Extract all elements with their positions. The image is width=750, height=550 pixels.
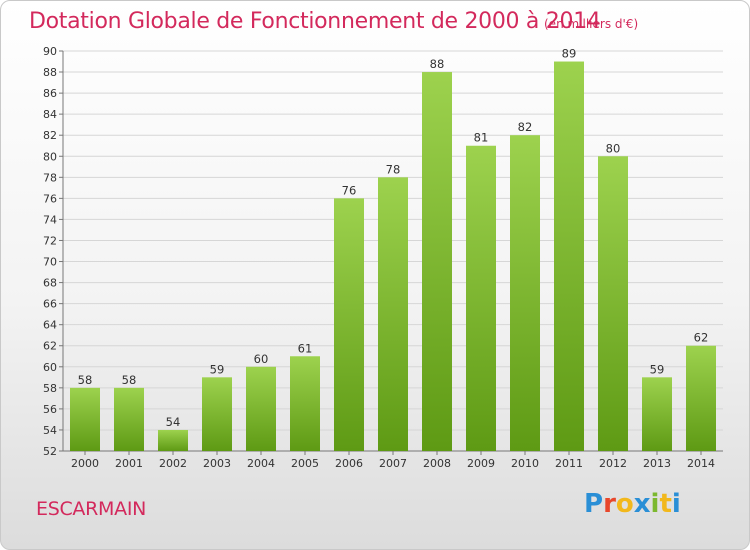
x-tick-label-2009: 2009 xyxy=(467,457,495,470)
data-label-2012: 80 xyxy=(606,141,621,155)
logo-letter: i xyxy=(650,489,660,519)
proxiti-logo[interactable]: Proxiti xyxy=(584,489,681,519)
y-tick-label-54: 54 xyxy=(43,424,57,437)
x-tick-label-2002: 2002 xyxy=(159,457,187,470)
logo-letter: P xyxy=(584,489,604,519)
y-tick-label-64: 64 xyxy=(43,319,57,332)
data-label-2002: 54 xyxy=(166,415,181,429)
x-tick-label-2014: 2014 xyxy=(687,457,715,470)
data-labels: 58 58 54 59 60 61 76 78 88 81 82 89 80 59 62 xyxy=(78,47,709,429)
y-tick-label-60: 60 xyxy=(43,361,57,374)
logo-letter: x xyxy=(633,489,651,519)
data-label-2010: 82 xyxy=(518,120,533,134)
logo-letter: t xyxy=(659,489,672,519)
bar-2006 xyxy=(334,198,364,451)
bar-2010 xyxy=(510,135,540,452)
bars xyxy=(70,61,716,452)
y-tick-label-90: 90 xyxy=(43,45,57,58)
y-tick-label-74: 74 xyxy=(43,213,57,226)
bar-2009 xyxy=(466,145,496,451)
y-tick-label-68: 68 xyxy=(43,277,57,290)
logo-letter: i xyxy=(671,489,681,519)
y-tick-label-56: 56 xyxy=(43,403,57,416)
bar-2000 xyxy=(70,387,100,451)
data-label-2007: 78 xyxy=(386,162,401,176)
bar-2012 xyxy=(598,156,628,451)
x-tick-label-2012: 2012 xyxy=(599,457,627,470)
y-tick-label-88: 88 xyxy=(43,66,57,79)
bar-2004 xyxy=(246,366,276,451)
y-tick-label-80: 80 xyxy=(43,150,57,163)
x-tick-label-2006: 2006 xyxy=(335,457,363,470)
x-tick-label-2010: 2010 xyxy=(511,457,539,470)
bar-2002 xyxy=(158,429,188,451)
place-name: ESCARMAIN xyxy=(36,498,147,520)
y-tick-label-82: 82 xyxy=(43,129,57,142)
y-tick-label-70: 70 xyxy=(43,256,57,269)
bar-2007 xyxy=(378,177,408,451)
x-tick-label-2000: 2000 xyxy=(71,457,99,470)
data-label-2005: 61 xyxy=(298,341,313,355)
data-label-2009: 81 xyxy=(474,131,489,145)
x-tick-label-2001: 2001 xyxy=(115,457,143,470)
chart-title: Dotation Globale de Fonctionnement de 20… xyxy=(29,9,601,34)
x-tick-label-2013: 2013 xyxy=(643,457,671,470)
bar-2001 xyxy=(114,387,144,451)
data-label-2011: 89 xyxy=(562,47,577,61)
x-tick-label-2003: 2003 xyxy=(203,457,231,470)
data-label-2006: 76 xyxy=(342,183,357,197)
logo-letter: o xyxy=(615,489,634,519)
logo-letter: r xyxy=(603,489,616,519)
y-tick-label-66: 66 xyxy=(43,298,57,311)
x-tick-label-2007: 2007 xyxy=(379,457,407,470)
data-label-2014: 62 xyxy=(694,331,709,345)
x-tick-labels: 2000 2001 2002 2003 2004 2005 2006 2007 2008 2009… xyxy=(71,457,715,470)
data-label-2001: 58 xyxy=(122,373,137,387)
y-tick-label-76: 76 xyxy=(43,192,57,205)
chart-subtitle: (en milliers d'€) xyxy=(544,17,639,31)
y-tick-label-84: 84 xyxy=(43,108,57,121)
x-tick-label-2004: 2004 xyxy=(247,457,275,470)
data-label-2013: 59 xyxy=(650,362,665,376)
y-tick-label-72: 72 xyxy=(43,234,57,247)
x-tick-label-2008: 2008 xyxy=(423,457,451,470)
x-tick-label-2005: 2005 xyxy=(291,457,319,470)
y-tick-label-52: 52 xyxy=(43,445,57,458)
y-tick-label-78: 78 xyxy=(43,171,57,184)
data-label-2000: 58 xyxy=(78,373,93,387)
bar-2013 xyxy=(642,377,672,451)
x-tick-label-2011: 2011 xyxy=(555,457,583,470)
bar-2008 xyxy=(422,72,452,451)
y-tick-label-86: 86 xyxy=(43,87,57,100)
bar-2005 xyxy=(290,356,320,451)
data-label-2004: 60 xyxy=(254,352,269,366)
data-label-2003: 59 xyxy=(210,362,225,376)
y-tick-label-62: 62 xyxy=(43,340,57,353)
bar-2003 xyxy=(202,377,232,451)
bar-2014 xyxy=(686,345,716,451)
data-label-2008: 88 xyxy=(430,57,445,71)
y-tick-labels: 52 54 56 58 60 62 64 66 68 70 72 74 76 78 80 82 84 86 88 90 xyxy=(43,45,57,458)
y-tick-label-58: 58 xyxy=(43,382,57,395)
bar-2011 xyxy=(554,61,584,452)
